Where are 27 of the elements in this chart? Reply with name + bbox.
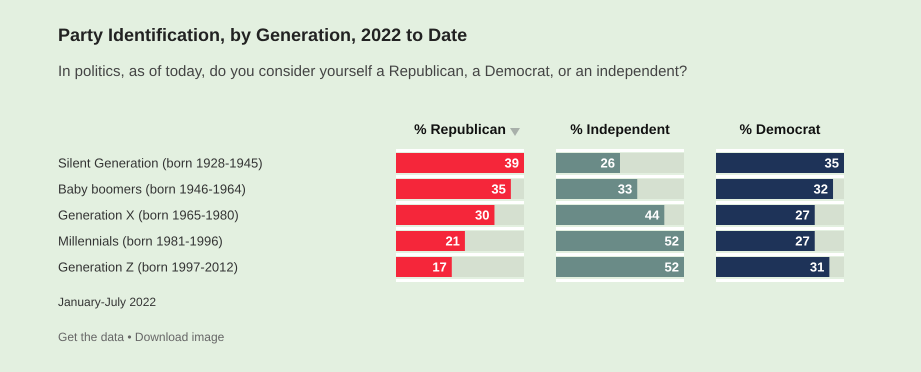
data-label: 35 [491,182,506,196]
data-label: 27 [795,234,810,248]
data-label: 21 [445,234,460,248]
data-label: 31 [810,260,824,274]
data-label: 44 [644,208,660,222]
chart-subtitle: In politics, as of today, do you consider yourself a Republican, a Democrat, or an independent? [58,63,688,80]
y-tick-label: Millennials (born 1981-1996) [58,234,223,248]
data-label: 52 [664,234,679,248]
y-tick-label: Generation Z (born 1997-2012) [58,260,238,274]
data-label: 30 [474,208,490,222]
y-tick-label: Generation X (born 1965-1980) [58,208,239,222]
x-axis-title: % Democrat [740,121,821,137]
x-axis-title: % Republican [414,121,506,137]
data-label: 35 [824,156,839,170]
data-label: 39 [504,156,519,170]
x-axis-title: % Independent [570,121,670,137]
chart-title: Party Identification, by Generation, 2022 to Date [58,25,468,46]
data-label: 26 [600,156,615,170]
data-label: 27 [795,208,810,222]
data-label: 52 [664,260,679,274]
y-tick-label: Silent Generation (born 1928-1945) [58,156,263,170]
data-label: 32 [814,182,828,196]
text: January-July 2022 [58,295,156,309]
y-tick-label: Baby boomers (born 1946-1964) [58,182,246,196]
data-label: 17 [432,260,447,274]
text: Get the data • Download image [58,330,224,344]
data-label: 33 [618,182,632,196]
